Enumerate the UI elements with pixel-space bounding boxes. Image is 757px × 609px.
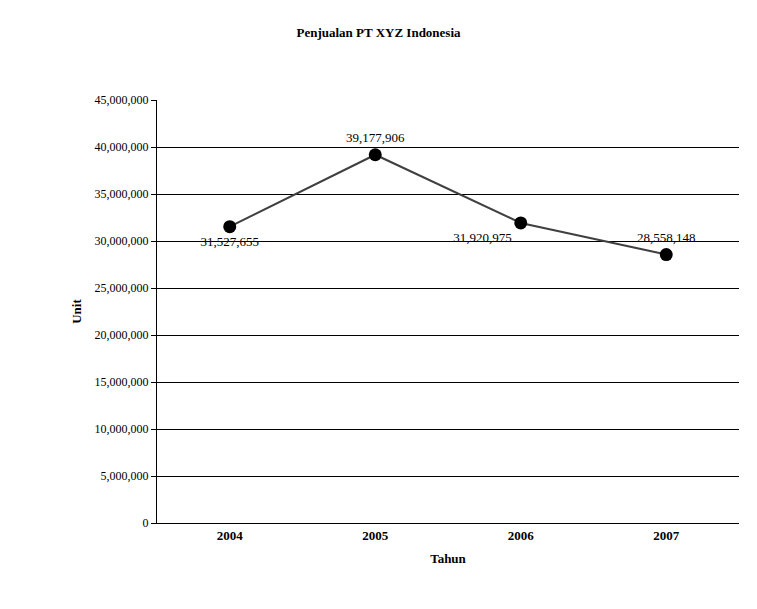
svg-text:45,000,000: 45,000,000 [95,93,149,107]
svg-text:28,558,148: 28,558,148 [637,230,696,245]
svg-text:10,000,000: 10,000,000 [95,422,149,436]
svg-text:30,000,000: 30,000,000 [95,234,149,248]
svg-text:Tahun: Tahun [430,551,466,566]
svg-text:25,000,000: 25,000,000 [95,281,149,295]
svg-text:0: 0 [143,516,149,530]
svg-text:39,177,906: 39,177,906 [346,130,405,145]
svg-text:31,527,655: 31,527,655 [201,234,260,249]
svg-text:15,000,000: 15,000,000 [95,375,149,389]
svg-text:2007: 2007 [653,528,680,543]
svg-text:40,000,000: 40,000,000 [95,140,149,154]
svg-text:5,000,000: 5,000,000 [101,469,149,483]
svg-text:Penjualan PT XYZ Indonesia: Penjualan PT XYZ Indonesia [296,25,461,40]
svg-text:Unit: Unit [69,299,84,324]
svg-text:2004: 2004 [217,528,244,543]
svg-text:31,920,975: 31,920,975 [453,230,512,245]
svg-text:2005: 2005 [362,528,389,543]
svg-text:35,000,000: 35,000,000 [95,187,149,201]
svg-text:2006: 2006 [508,528,535,543]
svg-text:20,000,000: 20,000,000 [95,328,149,342]
